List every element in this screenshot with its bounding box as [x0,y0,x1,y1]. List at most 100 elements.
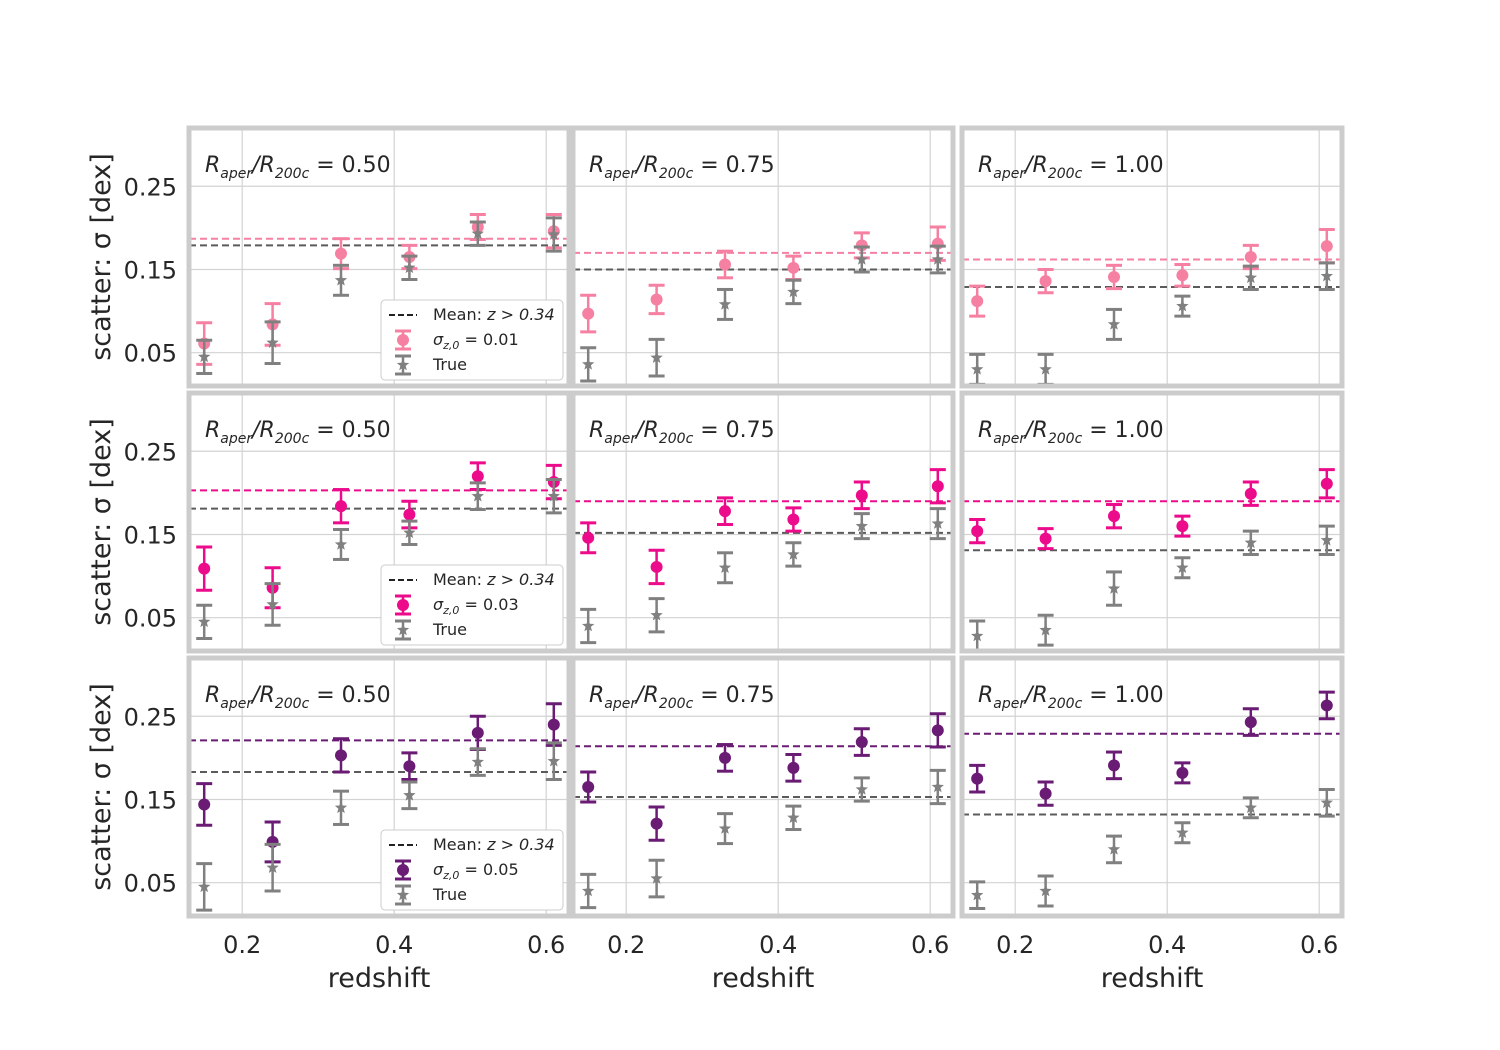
series-true [969,524,1335,653]
plot-area [573,658,953,916]
panel-frame [570,125,956,389]
data-point [650,293,663,306]
title-r: R [589,153,604,178]
legend-true-marker [396,358,410,371]
plot-area [962,393,1342,651]
data-point [582,531,595,544]
legend-sigma-marker [397,599,409,611]
series-true [196,216,562,376]
data-point-star [334,801,348,814]
legend-mean-text: Mean: [433,835,487,854]
title-value: = 1.00 [1082,153,1163,178]
title-sub-aper: aper [604,166,637,182]
title-r: R [205,418,220,443]
panel-title: Raper/R200c = 0.75 [589,683,775,712]
title-sub-200c: 200c [659,431,694,447]
panel-r3-c3: 0.2 0.4 0.6 Raper/R200c = 1.00 [959,655,1345,959]
data-point-star [1039,362,1052,375]
x-tick-label: 0.6 [527,931,565,959]
data-point [1320,240,1333,253]
data-point [1244,251,1257,263]
legend-box [380,564,564,646]
data-point [787,761,800,774]
series-photoz [969,468,1335,551]
series-true [580,244,946,383]
data-point-star [718,561,732,574]
title-sub-200c: 200c [1048,431,1083,447]
data-point [787,513,800,526]
title-r2: /R [250,683,275,708]
legend-sigma-label: σz,0 = 0.03 [433,595,519,617]
panel-r1-c3: Raper/R200c = 1.00 [959,125,1345,389]
title-value: = 0.50 [309,153,390,178]
title-r: R [589,683,604,708]
data-point-star [1244,801,1257,814]
title-sub-aper: aper [220,166,253,182]
data-point-star [403,526,416,539]
panel-r1-c2: Raper/R200c = 0.75 [570,125,956,389]
data-point-star [198,880,211,893]
data-point-star [547,489,560,502]
legend-true-marker [396,623,410,636]
data-point [971,772,984,785]
title-value: = 1.00 [1082,418,1163,443]
title-sub-aper: aper [220,431,253,447]
title-r: R [589,418,604,443]
x-tick-label: 0.2 [996,931,1034,959]
data-point-star [1176,299,1189,312]
panel-frame [186,125,572,389]
series-true [196,478,562,641]
data-point-star [334,537,348,550]
data-point-star [403,788,416,801]
panel-title: Raper/R200c = 1.00 [978,683,1164,712]
x-tick-label: 0.2 [607,931,645,959]
data-point [719,258,731,271]
data-point-star [931,253,944,265]
data-point [335,500,347,513]
data-point [1176,520,1189,533]
panel-title: Raper/R200c = 0.50 [205,418,391,447]
legend-sigma-symbol: σ [433,860,444,879]
y-axis-label: scatter: σ [dex] [86,153,117,361]
title-r: R [205,683,220,708]
title-sub-200c: 200c [275,431,310,447]
legend: Mean: z > 0.34 σz,0 = 0.05 True [380,829,564,911]
data-point [719,751,731,764]
data-point [1039,532,1052,545]
panel-title: Raper/R200c = 0.75 [589,418,775,447]
title-sub-200c: 200c [275,696,310,712]
series-true [196,741,562,912]
x-axis-label: redshift [328,963,431,994]
data-point-star [1320,533,1333,546]
title-sub-aper: aper [993,166,1026,182]
panel-frame [186,655,572,919]
series-true [580,768,946,910]
data-point-star [650,872,663,884]
panel-r2-c1: 0.05 0.15 0.25 Raper/R200c = 0.50 Mean: z > … [124,390,572,654]
y-tick-label: 0.05 [124,605,177,633]
data-point-star [650,608,663,621]
data-point [198,798,211,811]
data-point [198,562,211,575]
data-point-star [787,285,800,298]
plot-area [573,393,953,651]
legend-mean-math: z > 0.34 [486,305,555,324]
y-tick-label: 0.05 [124,340,177,368]
data-point [971,295,984,308]
legend-true-label: True [432,355,467,374]
series-photoz [580,468,946,586]
title-r2: /R [634,683,659,708]
data-point-star [334,273,348,286]
legend: Mean: z > 0.34 σz,0 = 0.03 True [380,564,564,646]
data-point [719,505,731,518]
data-point [1108,270,1120,283]
data-point-star [266,336,279,348]
title-sub-200c: 200c [1048,166,1083,182]
data-point [1039,275,1052,288]
data-point-star [718,297,732,310]
x-axis-label: redshift [712,963,815,994]
data-point [1108,759,1120,772]
data-point [931,724,944,737]
legend-true-label: True [432,885,467,904]
x-axis-label: redshift [1101,963,1204,994]
